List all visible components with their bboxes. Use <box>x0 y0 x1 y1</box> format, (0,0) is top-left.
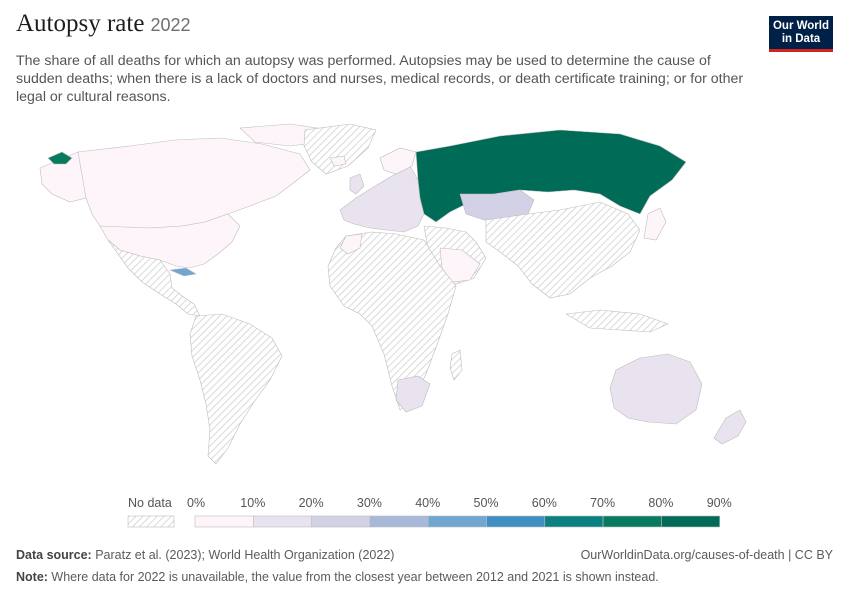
country-south-america[interactable] <box>189 313 283 465</box>
legend-bin-7[interactable] <box>602 515 662 528</box>
footer-source: Data source: Paratz et al. (2023); World… <box>16 548 394 562</box>
legend-tick-label: 30% <box>356 496 382 510</box>
chart-title: Autopsy rate <box>16 10 145 37</box>
country-greenland[interactable] <box>303 123 377 175</box>
legend-tick-label: 90% <box>706 496 732 510</box>
country-scandinavia[interactable] <box>379 147 417 175</box>
country-south-africa[interactable] <box>395 375 431 413</box>
legend-scale <box>127 515 721 528</box>
legend-tick-label: 40% <box>415 496 441 510</box>
country-madagascar[interactable] <box>449 349 463 381</box>
country-uk[interactable] <box>349 173 365 195</box>
source-text: Paratz et al. (2023); World Health Organ… <box>91 548 395 562</box>
country-iceland[interactable] <box>329 155 347 167</box>
country-alaska[interactable] <box>39 151 87 203</box>
logo-line-1: Our World <box>772 20 829 32</box>
country-new-zealand[interactable] <box>713 409 747 445</box>
legend-tick-label: 0% <box>187 496 206 510</box>
legend-no-data-label: No data <box>128 496 172 510</box>
footer-note: Note: Where data for 2022 is unavailable… <box>16 570 659 584</box>
legend-bin-6[interactable] <box>544 515 604 528</box>
country-morocco[interactable] <box>339 233 363 255</box>
country-mexico[interactable] <box>107 239 201 317</box>
country-indonesia[interactable] <box>565 309 669 333</box>
title-row: Autopsy rate 2022 <box>16 10 191 38</box>
owid-logo[interactable]: Our World in Data <box>769 16 833 52</box>
legend-bin-3[interactable] <box>369 515 429 528</box>
world-map <box>39 123 747 465</box>
legend-bin-4[interactable] <box>427 515 487 528</box>
footer-url[interactable]: OurWorldinData.org/causes-of-death | CC … <box>580 548 833 562</box>
map-legend: No data 0% 10% 20% 30% 40% 50% 60% 70% 80% 90% <box>0 496 850 536</box>
note-label: Note: <box>16 570 48 584</box>
country-asia[interactable] <box>485 201 641 299</box>
legend-tick-label: 70% <box>590 496 616 510</box>
country-europe[interactable] <box>339 165 425 233</box>
legend-bin-2[interactable] <box>311 515 371 528</box>
chart-subtitle: The share of all deaths for which an aut… <box>16 53 744 105</box>
country-russia[interactable] <box>415 129 687 223</box>
legend-tick-label: 60% <box>531 496 557 510</box>
country-cuba[interactable] <box>168 267 197 277</box>
legend-bin-5[interactable] <box>486 515 546 528</box>
legend-bin-0[interactable] <box>194 515 254 528</box>
legend-tick-label: 80% <box>648 496 674 510</box>
logo-line-2: in Data <box>781 33 821 45</box>
legend-tick-label: 10% <box>240 496 266 510</box>
chart-year: 2022 <box>150 15 191 35</box>
legend-tick-label: 20% <box>298 496 324 510</box>
legend-bin-8[interactable] <box>661 515 721 528</box>
legend-no-data-swatch <box>127 515 175 528</box>
source-label: Data source: <box>16 548 92 562</box>
legend-tick-label: 50% <box>473 496 499 510</box>
country-greenland-west[interactable] <box>47 151 73 165</box>
legend-bin-1[interactable] <box>253 515 312 528</box>
country-canada[interactable] <box>75 137 311 231</box>
country-saudi-arabia[interactable] <box>439 247 481 283</box>
country-japan[interactable] <box>643 207 667 241</box>
note-text: Where data for 2022 is unavailable, the … <box>47 570 659 584</box>
country-australia[interactable] <box>609 353 703 425</box>
